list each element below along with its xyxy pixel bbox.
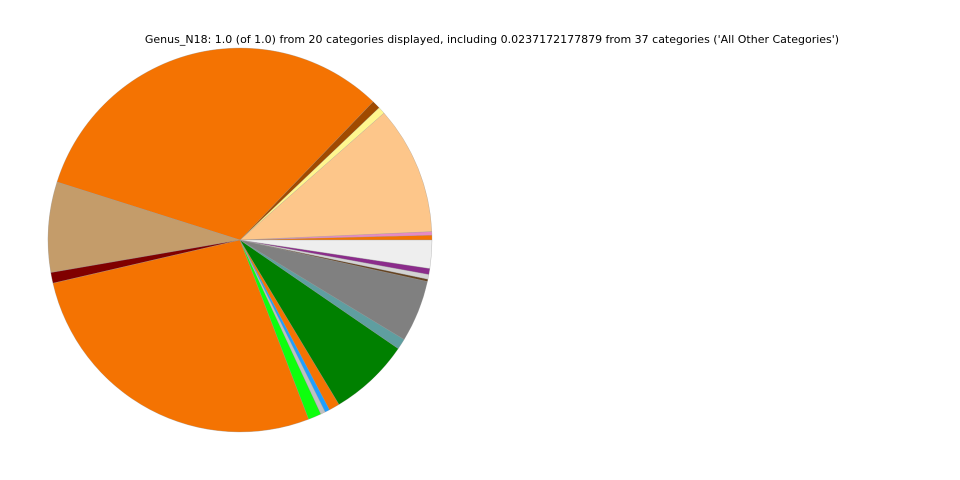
pie-slice-3	[239, 112, 432, 241]
chart-title: Genus_N18: 1.0 (of 1.0) from 20 categori…	[144, 33, 840, 46]
pie-slice-20	[239, 239, 433, 269]
pie-slice-6	[56, 47, 374, 241]
pie-slice-9	[52, 239, 309, 433]
